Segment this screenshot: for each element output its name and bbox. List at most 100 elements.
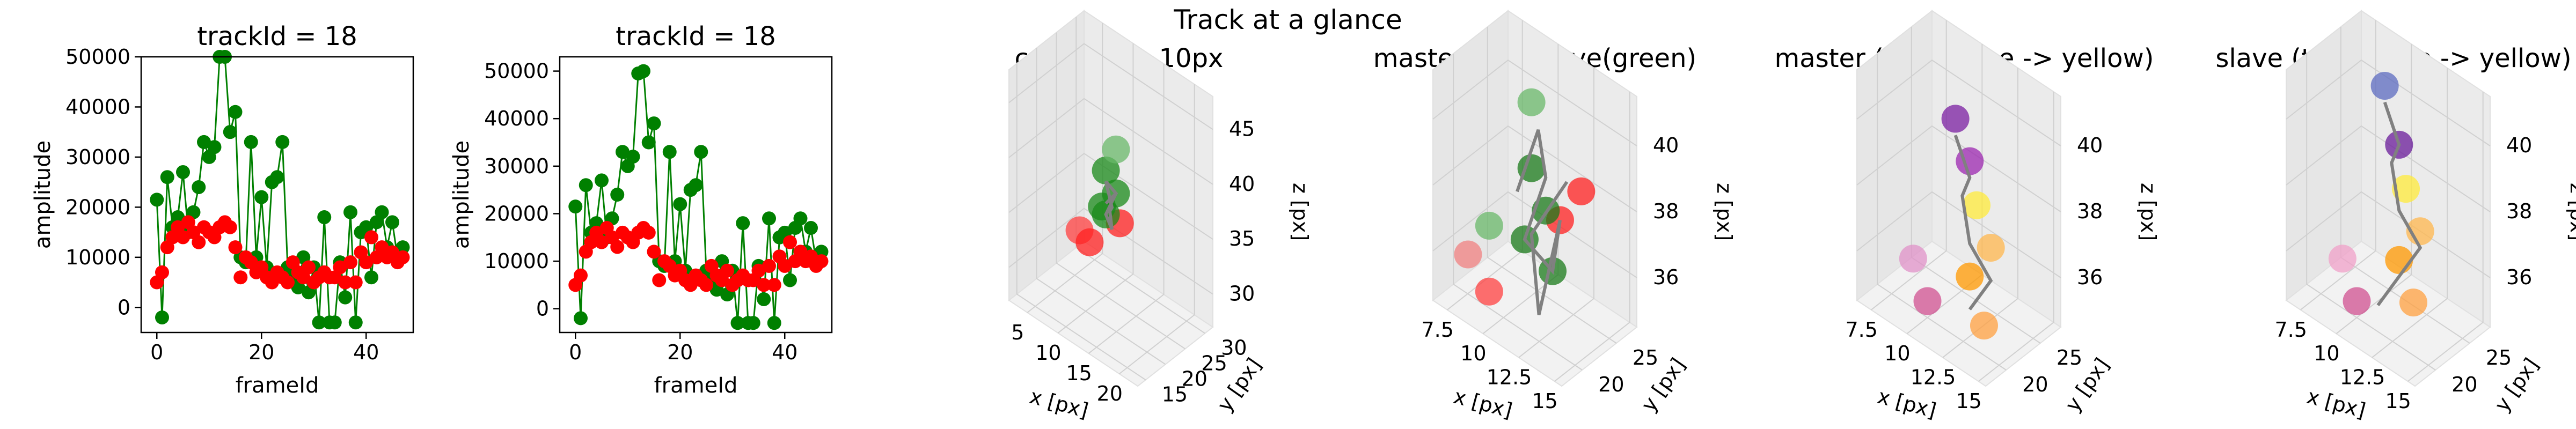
data-point <box>223 220 237 234</box>
data-point <box>626 150 640 164</box>
grid-line <box>1554 92 1630 382</box>
y-tick-label: 20 <box>1182 367 1208 390</box>
chart-panel-3: context +- 10px51015201520253030354045x … <box>1008 9 1312 423</box>
data-point <box>814 254 829 269</box>
y-tick-label: 25 <box>2486 346 2512 369</box>
y-tick-label: 30000 <box>484 154 549 178</box>
data-point <box>312 315 326 330</box>
data-point <box>281 275 295 290</box>
x-tick-label: 15 <box>2385 389 2411 413</box>
data-point <box>574 268 588 283</box>
data-point <box>1970 312 1998 340</box>
track-path <box>1516 129 1569 315</box>
data-point <box>197 135 211 149</box>
data-point <box>270 170 284 184</box>
grid-line <box>2372 68 2448 358</box>
grid-line <box>1027 23 1103 313</box>
data-point <box>1567 177 1596 205</box>
y-tick-label: 10000 <box>65 246 130 269</box>
data-point <box>2370 72 2399 100</box>
y-tick-label: 10000 <box>484 249 549 273</box>
x-tick-label: 40 <box>353 341 379 364</box>
data-point <box>1941 105 1970 133</box>
data-point <box>364 270 378 285</box>
data-point <box>254 190 269 204</box>
x-tick-label: 15 <box>1066 361 1092 385</box>
data-point <box>302 260 316 275</box>
y-tick-label: 25 <box>2057 346 2082 369</box>
grid-line <box>1856 59 2061 146</box>
data-point <box>778 258 792 273</box>
data-point <box>396 240 410 255</box>
grid-line <box>1432 59 1637 146</box>
y-tick-label: 20000 <box>484 202 549 225</box>
y-tick-label: 20000 <box>65 195 130 219</box>
data-point <box>746 316 760 330</box>
data-point <box>396 250 410 264</box>
data-point <box>1913 287 1942 315</box>
data-point <box>192 180 206 194</box>
data-point <box>327 315 342 330</box>
data-point <box>767 316 781 330</box>
track-path <box>1104 180 1118 231</box>
z-tick-label: 38 <box>2077 199 2103 223</box>
data-point <box>223 125 237 139</box>
x-tick-label: 20 <box>248 341 274 364</box>
z-tick-label: 36 <box>2077 265 2103 289</box>
grid-line <box>1432 191 1637 278</box>
y-tick-label: 0 <box>118 295 130 319</box>
grid-line <box>1119 84 1195 374</box>
y-tick-label: 50000 <box>484 60 549 83</box>
data-point <box>1092 156 1120 184</box>
data-point <box>343 255 357 270</box>
data-point <box>652 273 667 287</box>
plot-frame <box>140 56 414 334</box>
data-point <box>228 105 243 119</box>
data-point <box>150 193 164 207</box>
y-tick-label: 20 <box>2451 373 2477 396</box>
data-point <box>1075 228 1104 256</box>
data-point <box>610 188 625 202</box>
data-point <box>636 64 650 78</box>
data-point <box>275 135 290 149</box>
data-point <box>720 263 734 278</box>
x-tick-label: 7.5 <box>2274 318 2307 342</box>
data-point <box>574 311 588 326</box>
z-tick-label: 36 <box>2506 265 2532 289</box>
x-tick-label: 12.5 <box>1487 366 1532 389</box>
data-point <box>348 315 363 330</box>
data-point <box>375 205 389 219</box>
data-point <box>689 178 703 193</box>
data-point <box>730 316 745 330</box>
grid-line <box>1056 32 1185 350</box>
grid-line <box>1871 20 1947 310</box>
y-tick-label: 30 <box>1221 336 1247 360</box>
y-tick-label: 20 <box>2022 373 2048 396</box>
data-point <box>2328 245 2357 273</box>
x-tick-label: 12.5 <box>2340 366 2385 389</box>
side-pane <box>1008 9 1085 302</box>
data-point <box>736 216 750 231</box>
data-point <box>233 270 248 285</box>
grid-line <box>2306 54 2436 371</box>
grid-line <box>1432 125 1637 212</box>
chart-title: trackId = 18 <box>197 21 357 51</box>
y-tick-label: 50000 <box>65 45 130 69</box>
z-tick-label: 45 <box>1229 117 1255 140</box>
data-point <box>804 221 818 235</box>
y-tick-label: 20 <box>1598 373 1624 396</box>
track-path <box>2376 101 2423 307</box>
x-tick-label: 7.5 <box>1845 318 1877 342</box>
grid-line <box>1036 48 1166 365</box>
chart-panel-2: trackId = 18 0 20 40 0 10000 20000 30000 40000 50… <box>449 21 833 398</box>
z-axis-label: z [px] <box>1289 183 1312 241</box>
x-tick-label: 0 <box>569 341 582 364</box>
series-2 <box>150 215 410 290</box>
z-tick-label: 40 <box>2077 134 2103 157</box>
chart-panel-1: trackId = 18 0 20 40 0 10000 20000 30000 40000 50… <box>31 21 414 398</box>
data-point <box>364 230 378 245</box>
x-axis-label: x [px] <box>1027 384 1091 423</box>
data-point <box>757 278 771 292</box>
z-tick-label: 30 <box>1229 282 1255 306</box>
